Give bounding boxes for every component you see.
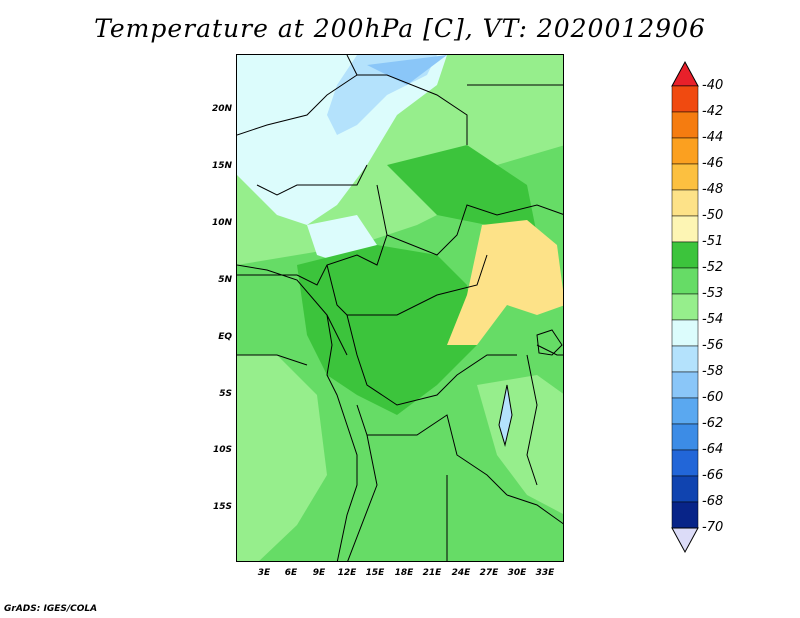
lon-label-30e: 30E — [507, 568, 527, 578]
country-borders — [237, 55, 563, 561]
colorbar-label: -53 — [702, 286, 724, 301]
lon-label-27e: 27E — [479, 568, 499, 578]
colorbar-box — [671, 137, 699, 165]
colorbar-box — [671, 189, 699, 217]
lon-label-9e: 9E — [312, 568, 326, 578]
colorbar-box — [671, 501, 699, 529]
lake-tanganyika — [498, 384, 513, 447]
field-minus52-north — [387, 145, 537, 235]
lake-victoria — [536, 329, 563, 356]
colorbar-box — [671, 85, 699, 113]
lat-label-eq: EQ — [218, 332, 232, 342]
colorbar-label: -46 — [702, 156, 724, 171]
field-minus51 — [447, 220, 563, 345]
colorbar-label: -42 — [702, 104, 724, 119]
colorbar-label: -50 — [702, 208, 724, 223]
colorbar-label: -48 — [702, 182, 724, 197]
colorbar-bottom-arrow — [671, 527, 699, 554]
lon-label-3e: 3E — [257, 568, 271, 578]
lat-label-10s: 10S — [212, 445, 232, 455]
colorbar-label: -40 — [702, 78, 724, 93]
lon-label-18e: 18E — [394, 568, 414, 578]
field-pale-east — [477, 375, 563, 514]
colorbar-label: -54 — [702, 312, 724, 327]
field-minus54-north — [237, 55, 447, 225]
colorbar-label: -66 — [702, 468, 724, 483]
colorbar-box — [671, 215, 699, 243]
map-area — [236, 54, 564, 562]
temperature-field — [237, 55, 563, 561]
lon-label-6e: 6E — [284, 568, 298, 578]
lon-label-21e: 21E — [422, 568, 442, 578]
colorbar-label: -51 — [702, 234, 724, 249]
colorbar-label: -60 — [702, 390, 724, 405]
colorbar-box — [671, 423, 699, 451]
lat-label-20n: 20N — [211, 104, 232, 114]
colorbar-box — [671, 475, 699, 503]
lat-label-15n: 15N — [211, 161, 232, 171]
colorbar-box — [671, 293, 699, 321]
coastline — [237, 264, 358, 561]
colorbar-label: -64 — [702, 442, 724, 457]
colorbar-label: -56 — [702, 338, 724, 353]
map-title: Temperature at 200hPa [C], VT: 202001290… — [94, 14, 706, 43]
lat-label-5s: 5S — [219, 389, 232, 399]
field-pale-southwest — [237, 355, 327, 561]
colorbar-label: -44 — [702, 130, 724, 145]
colorbar-label: -62 — [702, 416, 724, 431]
colorbar-label: -52 — [702, 260, 724, 275]
colorbar-box — [671, 449, 699, 477]
lat-label-5n: 5N — [218, 275, 232, 285]
colorbar — [671, 60, 699, 554]
field-minus58 — [367, 55, 447, 85]
colorbar-box — [671, 111, 699, 139]
lon-label-15e: 15E — [365, 568, 385, 578]
colorbar-top-arrow — [671, 60, 699, 87]
lat-label-10n: 10N — [211, 218, 232, 228]
colorbar-box — [671, 163, 699, 191]
colorbar-box — [671, 241, 699, 269]
colorbar-box — [671, 371, 699, 399]
colorbar-box — [671, 319, 699, 347]
lon-label-33e: 33E — [535, 568, 555, 578]
colorbar-label: -58 — [702, 364, 724, 379]
lat-label-15s: 15S — [212, 502, 232, 512]
colorbar-label: -70 — [702, 520, 724, 535]
field-minus52-congo — [297, 245, 477, 415]
lon-label-24e: 24E — [451, 568, 471, 578]
credit-label: GrADS: IGES/COLA — [4, 604, 98, 614]
colorbar-box — [671, 267, 699, 295]
colorbar-label: -68 — [702, 494, 724, 509]
colorbar-box — [671, 345, 699, 373]
lon-label-12e: 12E — [337, 568, 357, 578]
colorbar-box — [671, 397, 699, 425]
